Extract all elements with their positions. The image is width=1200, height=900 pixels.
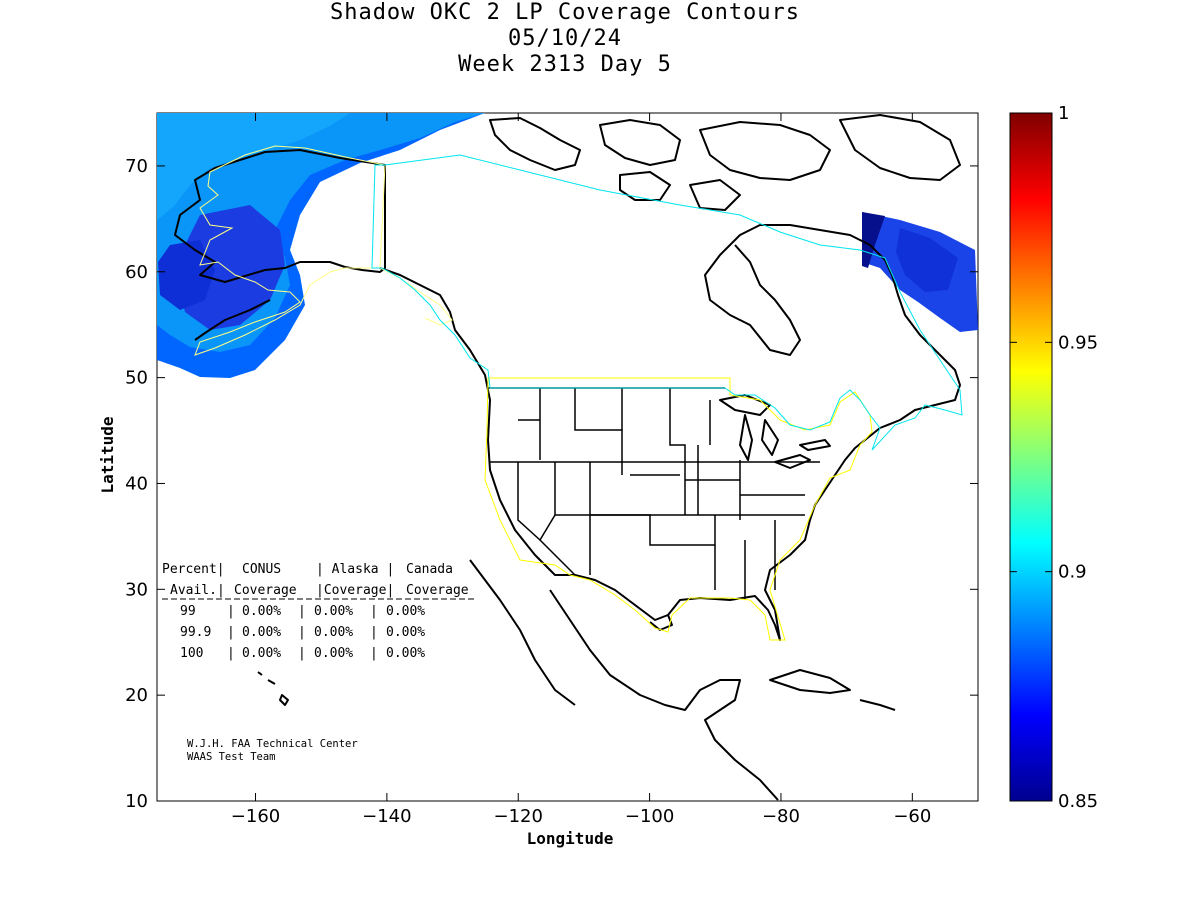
x-tick-label: −160 bbox=[231, 806, 280, 827]
table-separator: | bbox=[370, 604, 378, 619]
y-tick-label: 10 bbox=[125, 791, 148, 812]
chart-title-line1: Shadow OKC 2 LP Coverage Contours bbox=[329, 0, 801, 25]
table-header-percent: Percent| bbox=[162, 562, 225, 577]
table-separator: | bbox=[370, 625, 378, 640]
table-cell: 99 bbox=[180, 604, 196, 619]
coverage-boundaries bbox=[194, 145, 963, 641]
y-tick-label: 20 bbox=[125, 685, 148, 706]
x-axis: −160 −140 −120 −100 −80 −60 bbox=[231, 113, 931, 827]
table-subheader-conus: Coverage bbox=[234, 583, 297, 598]
credit-line2: WAAS Test Team bbox=[187, 751, 276, 763]
x-tick-label: −80 bbox=[762, 806, 800, 827]
alaska-boundary bbox=[194, 145, 453, 356]
table-row: 99.9 | 0.00% | 0.00% | 0.00% bbox=[180, 625, 425, 640]
x-tick-label: −120 bbox=[494, 806, 543, 827]
table-row: 99 | 0.00% | 0.00% | 0.00% bbox=[180, 604, 425, 619]
x-tick-label: −60 bbox=[893, 806, 931, 827]
x-tick-label: −100 bbox=[625, 806, 674, 827]
chart-title-date: 05/10/24 bbox=[508, 26, 622, 51]
colorbar-ticks: 0.85 0.9 0.95 1 bbox=[1010, 103, 1098, 812]
colorbar-tick-label: 0.95 bbox=[1058, 332, 1098, 353]
coverage-table: Percent| CONUS | Alaska | Canada Avail.|… bbox=[162, 562, 476, 661]
y-tick-label: 30 bbox=[125, 579, 148, 600]
y-axis: 10 20 30 40 50 60 70 bbox=[125, 156, 978, 812]
table-separator: | bbox=[298, 625, 306, 640]
colorbar: 0.85 0.9 0.95 1 bbox=[1009, 103, 1098, 812]
table-cell: 0.00% bbox=[386, 604, 425, 619]
canada-boundary bbox=[371, 154, 963, 451]
y-tick-label: 60 bbox=[125, 262, 148, 283]
table-cell: 0.00% bbox=[314, 646, 353, 661]
y-tick-label: 70 bbox=[125, 156, 148, 177]
credit-line1: W.J.H. FAA Technical Center bbox=[187, 738, 358, 750]
coastlines bbox=[174, 114, 961, 801]
table-separator: | bbox=[370, 646, 378, 661]
colorbar-tick-label: 0.85 bbox=[1058, 791, 1098, 812]
table-cell: 100 bbox=[180, 646, 203, 661]
table-cell: 0.00% bbox=[314, 625, 353, 640]
chart-title-week: Week 2313 Day 5 bbox=[458, 52, 672, 77]
table-cell: 0.00% bbox=[314, 604, 353, 619]
table-cell: 0.00% bbox=[242, 604, 281, 619]
coverage-region-labrador bbox=[862, 212, 978, 332]
table-header-alaska: | Alaska | bbox=[316, 562, 394, 577]
coverage-region-alaska bbox=[157, 113, 485, 378]
table-separator: | bbox=[227, 625, 235, 640]
x-tick-label: −140 bbox=[362, 806, 411, 827]
table-row: 100 | 0.00% | 0.00% | 0.00% bbox=[180, 646, 425, 661]
table-rows: 99 | 0.00% | 0.00% | 0.00% 99.9 | 0.00% | 0.00% | 0.0… bbox=[180, 604, 425, 661]
table-cell: 0.00% bbox=[242, 646, 281, 661]
table-subheader-alaska: |Coverage| bbox=[316, 583, 394, 598]
table-separator: | bbox=[298, 646, 306, 661]
table-cell: 0.00% bbox=[242, 625, 281, 640]
table-header-canada: Canada bbox=[406, 562, 453, 577]
table-separator: | bbox=[298, 604, 306, 619]
colorbar-tick-label: 0.9 bbox=[1058, 562, 1087, 583]
conus-boundary bbox=[484, 377, 873, 641]
table-separator: | bbox=[227, 604, 235, 619]
table-header-conus: CONUS bbox=[242, 562, 281, 577]
table-separator: | bbox=[227, 646, 235, 661]
table-cell: 0.00% bbox=[386, 625, 425, 640]
y-tick-label: 50 bbox=[125, 368, 148, 389]
table-subheader-avail: Avail.| bbox=[170, 583, 225, 598]
y-tick-label: 40 bbox=[125, 473, 148, 494]
map-layer bbox=[157, 113, 978, 801]
table-subheader-canada: Coverage bbox=[406, 583, 469, 598]
table-cell: 0.00% bbox=[386, 646, 425, 661]
x-axis-label: Longitude bbox=[527, 829, 614, 848]
colorbar-gradient bbox=[1009, 112, 1053, 802]
colorbar-tick-label: 1 bbox=[1058, 103, 1069, 124]
table-cell: 99.9 bbox=[180, 625, 211, 640]
y-axis-label: Latitude bbox=[98, 416, 117, 493]
